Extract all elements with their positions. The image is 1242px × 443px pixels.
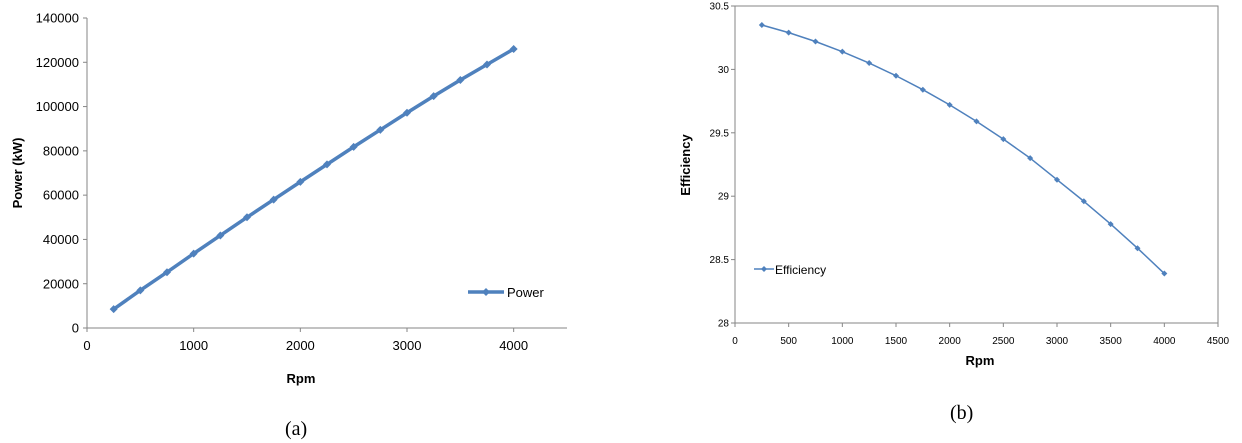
- y-tick-label: 20000: [43, 276, 79, 291]
- data-point: [456, 76, 465, 84]
- x-tick-label: 1500: [885, 336, 908, 347]
- data-point: [136, 286, 145, 295]
- x-tick-label: 4000: [499, 338, 528, 353]
- x-tick-label: 1000: [831, 336, 854, 347]
- caption-a: (a): [285, 418, 308, 440]
- x-tick-label: 2500: [992, 336, 1015, 347]
- data-point: [785, 29, 792, 36]
- data-point: [483, 60, 491, 69]
- data-point: [296, 177, 305, 186]
- y-tick-label: 140000: [36, 11, 79, 26]
- y-tick-label: 30: [718, 65, 730, 76]
- legend-label: Power: [507, 285, 545, 300]
- x-tick-label: 4500: [1207, 336, 1230, 347]
- legend-label: Efficiency: [775, 263, 826, 277]
- y-tick-label: 40000: [43, 232, 79, 247]
- x-tick-label: 2000: [286, 338, 315, 353]
- data-point: [243, 213, 251, 222]
- y-tick-label: 29.5: [710, 128, 730, 139]
- data-point: [1080, 198, 1087, 205]
- x-tick-label: 0: [83, 338, 90, 353]
- legend-marker: [761, 266, 767, 272]
- data-point: [946, 101, 953, 108]
- series-line: [112, 47, 515, 311]
- data-point: [866, 60, 873, 67]
- y-tick-label: 100000: [36, 99, 79, 114]
- data-point: [1054, 176, 1060, 183]
- x-axis-label: Rpm: [287, 371, 316, 386]
- caption-b: (b): [950, 402, 974, 424]
- x-tick-label: 3000: [1046, 336, 1069, 347]
- data-point: [376, 125, 385, 134]
- series-line: [761, 24, 1165, 275]
- data-point: [1107, 221, 1114, 228]
- data-point: [1161, 270, 1168, 277]
- legend: Power: [468, 285, 545, 300]
- data-point: [189, 249, 198, 258]
- data-point: [403, 108, 411, 117]
- legend: Efficiency: [754, 263, 826, 277]
- data-point: [1134, 245, 1141, 252]
- x-tick-label: 3000: [393, 338, 422, 353]
- data-point: [509, 45, 518, 53]
- data-point: [429, 92, 438, 101]
- x-tick-label: 2000: [939, 336, 962, 347]
- data-point: [269, 195, 278, 204]
- y-axis-label: Efficiency: [678, 134, 693, 196]
- y-tick-label: 28: [718, 319, 730, 330]
- data-point: [163, 268, 171, 277]
- data-point: [216, 231, 225, 240]
- data-point: [919, 86, 926, 93]
- data-point: [973, 118, 980, 125]
- data-point: [839, 48, 846, 55]
- y-tick-label: 30.5: [710, 2, 730, 13]
- y-axis-label: Power (kW): [10, 138, 25, 209]
- data-point: [893, 72, 899, 79]
- y-tick-label: 0: [72, 321, 79, 336]
- x-tick-label: 0: [732, 336, 738, 347]
- y-tick-label: 28.5: [710, 255, 730, 266]
- data-point: [349, 142, 358, 151]
- data-point: [1027, 155, 1034, 162]
- plot-area-border: [734, 5, 1219, 324]
- y-tick-label: 80000: [43, 143, 79, 158]
- data-point: [1000, 136, 1007, 143]
- x-tick-label: 1000: [179, 338, 208, 353]
- x-axis-label: Rpm: [966, 353, 995, 368]
- legend-marker: [482, 288, 490, 296]
- x-tick-label: 4000: [1153, 336, 1176, 347]
- y-tick-label: 120000: [36, 55, 79, 70]
- data-point: [323, 160, 331, 169]
- data-point: [758, 22, 765, 29]
- efficiency-chart: 28 28.5 29 29.5 30 30.5 0 500 1000 1500 2000 2500 30…: [678, 2, 1230, 369]
- power-chart: 0 20000 40000 60000 80000 100000 120000 140000 0…: [10, 11, 567, 386]
- data-point: [109, 305, 118, 314]
- data-point: [812, 38, 819, 45]
- y-tick-label: 29: [718, 192, 730, 203]
- y-tick-label: 60000: [43, 188, 79, 203]
- x-tick-label: 500: [780, 336, 797, 347]
- x-tick-label: 3500: [1100, 336, 1123, 347]
